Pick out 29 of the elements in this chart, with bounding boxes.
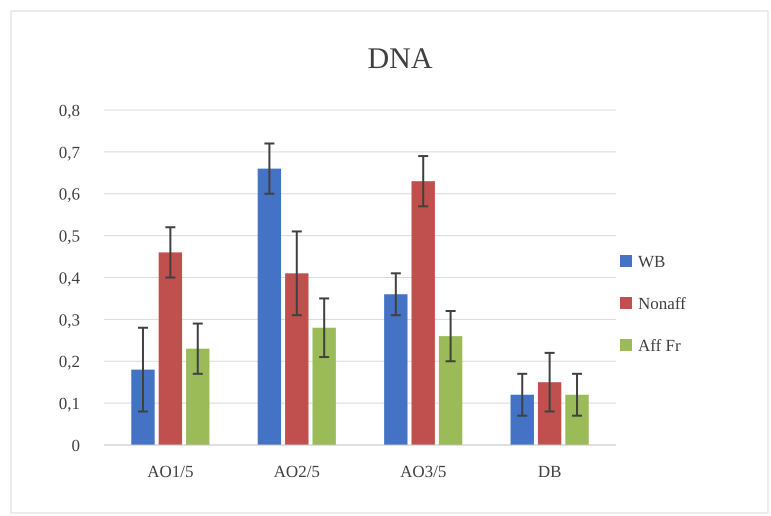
bar — [538, 382, 562, 445]
x-tick-label: AO1/5 — [147, 462, 194, 481]
y-tick-label: 0,2 — [58, 352, 80, 372]
bar — [312, 328, 336, 445]
bar — [258, 168, 282, 445]
y-tick-label: 0,5 — [58, 226, 80, 246]
y-tick-label: 0,6 — [58, 184, 80, 204]
bar — [285, 273, 308, 445]
bar — [412, 181, 435, 445]
bar — [186, 348, 210, 445]
x-tick-label: AO2/5 — [274, 462, 320, 481]
legend-label: WB — [638, 252, 666, 271]
chart-title: DNA — [368, 42, 433, 75]
bar — [384, 294, 408, 445]
legend-label: Aff Fr — [638, 336, 681, 355]
bar — [438, 336, 462, 445]
y-tick-label: 0 — [72, 436, 80, 455]
legend-label: Nonaff — [638, 294, 686, 313]
bar — [158, 252, 182, 445]
bar — [565, 394, 589, 445]
y-tick-label: 0,1 — [58, 394, 80, 414]
y-tick-label: 0,3 — [58, 310, 80, 330]
y-tick-label: 0,7 — [58, 142, 80, 162]
y-tick-label: 0,4 — [58, 268, 80, 288]
bar — [131, 370, 155, 445]
y-tick-label: 0,8 — [58, 100, 80, 120]
x-tick-label: AO3/5 — [400, 462, 446, 481]
bar — [510, 394, 534, 445]
x-tick-label: DB — [538, 462, 562, 481]
